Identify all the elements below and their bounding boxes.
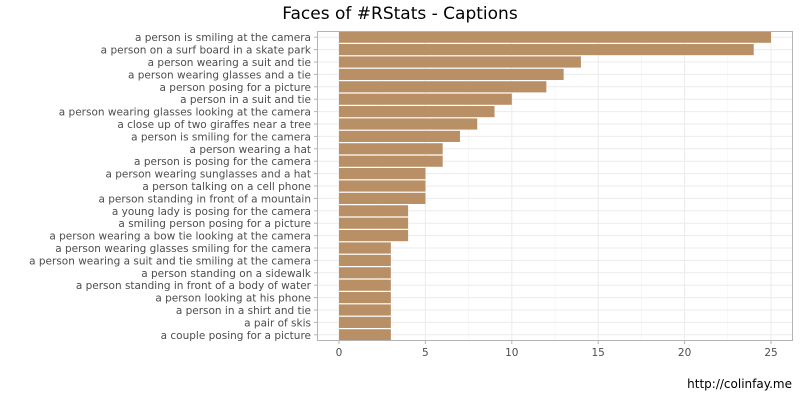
chart-caption: http://colinfay.me <box>687 377 792 391</box>
category-label: a person wearing sunglasses and a hat <box>105 169 311 181</box>
bar <box>339 31 771 43</box>
category-label: a smiling person posing for a picture <box>118 218 311 230</box>
category-label: a person standing in front of a mountain <box>98 193 311 205</box>
bar <box>339 68 564 80</box>
bar <box>339 329 391 341</box>
category-label: a person wearing glasses smiling for the… <box>55 243 311 255</box>
bar <box>339 267 391 279</box>
bar <box>339 304 391 316</box>
bar <box>339 93 512 105</box>
category-label: a person standing on a sidewalk <box>141 268 312 280</box>
category-label: a person on a surf board in a skate park <box>101 45 312 57</box>
chart-title: Faces of #RStats - Captions <box>282 4 518 24</box>
category-label: a couple posing for a picture <box>161 330 311 342</box>
bar <box>339 130 460 142</box>
bar <box>339 106 495 118</box>
category-label: a person wearing a hat <box>190 144 311 156</box>
x-tick-label: 25 <box>764 347 777 359</box>
bar <box>339 118 478 130</box>
category-label: a person wearing a suit and tie <box>148 57 311 69</box>
bar <box>339 316 391 328</box>
category-label: a pair of skis <box>244 317 311 329</box>
bar <box>339 180 426 192</box>
category-label: a person in a suit and tie <box>180 94 311 106</box>
x-tick-label: 10 <box>505 347 518 359</box>
category-label: a young lady is posing for the camera <box>112 206 311 218</box>
bar <box>339 81 547 93</box>
bar <box>339 44 754 56</box>
bar <box>339 56 581 68</box>
category-label: a person standing in front of a body of … <box>76 280 312 292</box>
category-label: a close up of two giraffes near a tree <box>117 119 311 131</box>
x-tick-label: 20 <box>678 347 691 359</box>
category-label: a person wearing a bow tie looking at th… <box>49 231 311 243</box>
category-label: a person is posing for the camera <box>134 156 311 168</box>
category-label: a person wearing glasses and a tie <box>128 69 311 81</box>
category-label: a person is smiling for the camera <box>131 131 311 143</box>
category-label: a person in a shirt and tie <box>176 305 311 317</box>
category-label: a person wearing a suit and tie smiling … <box>29 255 311 267</box>
category-label: a person wearing glasses looking at the … <box>59 107 311 119</box>
bar <box>339 155 443 167</box>
bar <box>339 217 409 229</box>
category-label: a person posing for a picture <box>160 82 311 94</box>
x-tick-label: 15 <box>592 347 605 359</box>
x-tick-label: 0 <box>336 347 343 359</box>
bar <box>339 254 391 266</box>
category-label: a person talking on a cell phone <box>142 181 311 193</box>
bar <box>339 143 443 155</box>
bar <box>339 292 391 304</box>
bar <box>339 230 409 242</box>
bar <box>339 205 409 217</box>
bar <box>339 279 391 291</box>
bar <box>339 242 391 254</box>
bar <box>339 192 426 204</box>
category-label: a person is smiling at the camera <box>135 32 311 44</box>
x-tick-label: 5 <box>422 347 429 359</box>
panel-border <box>317 31 793 341</box>
bar <box>339 168 426 180</box>
category-label: a person looking at his phone <box>155 293 311 305</box>
